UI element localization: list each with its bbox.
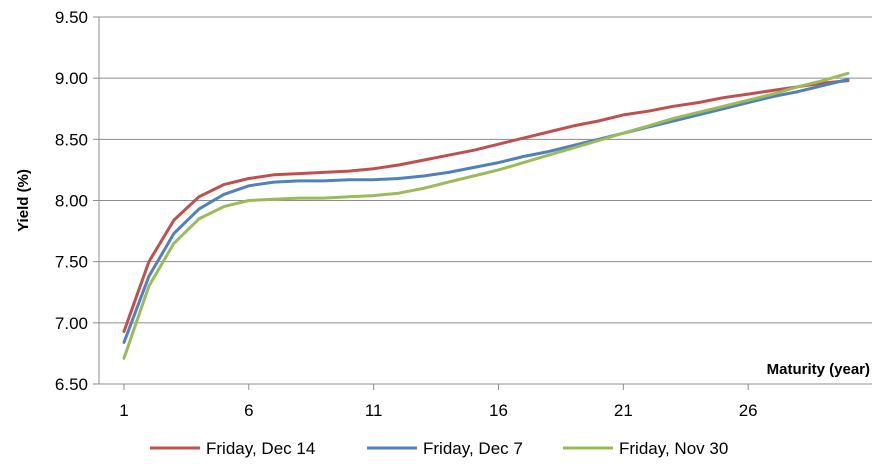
y-tick-label: 9.50: [55, 8, 88, 27]
x-tick-labels: 1 6 11 16 21 26: [119, 384, 758, 420]
x-tick-label: 6: [244, 401, 253, 420]
x-axis-title: Maturity (year): [767, 361, 870, 378]
y-tick-label: 7.50: [55, 253, 88, 272]
y-tick-labels: 6.50 7.00 7.50 8.00 8.50 9.00 9.50: [55, 8, 99, 394]
x-tick-label: 26: [739, 401, 758, 420]
series-line-3: [122, 71, 850, 360]
y-axis-title: Yield (%): [15, 169, 32, 232]
x-tick-label: 21: [614, 401, 633, 420]
legend-item: Friday, Dec 7: [367, 439, 523, 458]
x-tick-label: 16: [489, 401, 508, 420]
x-tick-label: 1: [119, 401, 128, 420]
series-layer: [122, 71, 850, 360]
legend-label: Friday, Dec 14: [206, 439, 315, 458]
y-tick-label: 9.00: [55, 69, 88, 88]
series-line-2: [122, 77, 850, 344]
series-line-1: [122, 79, 850, 333]
y-tick-label: 7.00: [55, 314, 88, 333]
legend-item: Friday, Nov 30: [563, 439, 728, 458]
x-tick-label: 11: [365, 401, 383, 420]
legend-item: Friday, Dec 14: [150, 439, 315, 458]
legend-label: Friday, Nov 30: [619, 439, 728, 458]
legend-label: Friday, Dec 7: [423, 439, 523, 458]
y-tick-label: 8.00: [55, 192, 88, 211]
y-tick-label: 6.50: [55, 375, 88, 394]
legend: Friday, Dec 14 Friday, Dec 7 Friday, Nov 3…: [150, 439, 728, 458]
y-tick-label: 8.50: [55, 130, 88, 149]
grid-layer: [99, 16, 872, 324]
